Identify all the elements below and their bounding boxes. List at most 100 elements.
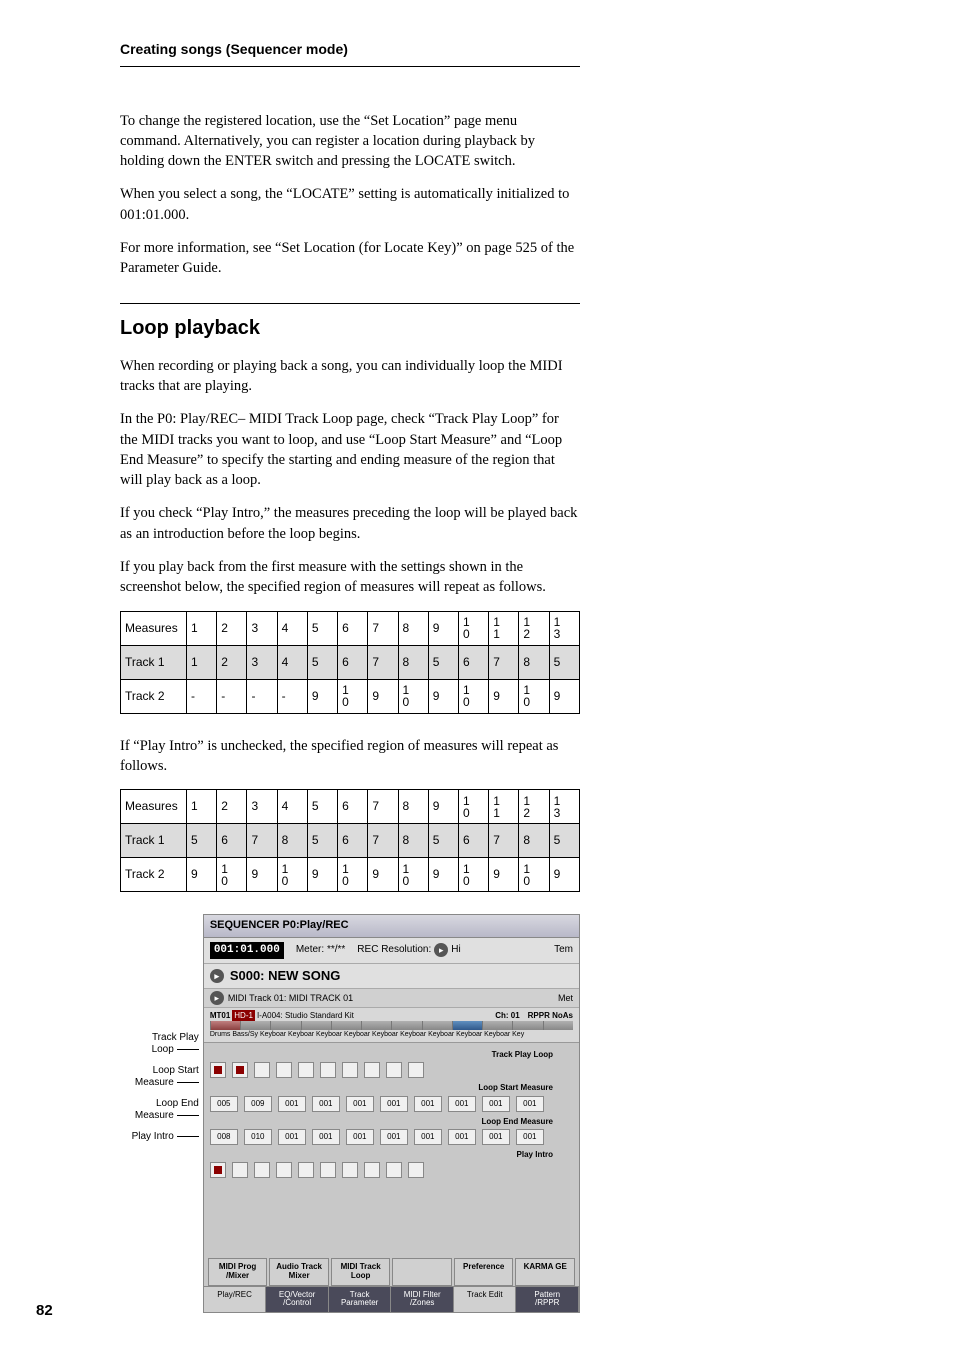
cell: 10: [458, 858, 488, 892]
cell: -: [247, 679, 277, 713]
cell: 5: [187, 824, 217, 858]
play-intro-row: [210, 1162, 573, 1178]
song-dropdown-icon[interactable]: ▸: [210, 969, 224, 983]
checkbox[interactable]: [254, 1062, 270, 1078]
value-field[interactable]: 001: [278, 1096, 306, 1112]
checkbox[interactable]: [408, 1062, 424, 1078]
checkbox[interactable]: [408, 1162, 424, 1178]
checkbox[interactable]: [232, 1062, 248, 1078]
cell: 2: [217, 790, 247, 824]
value-field[interactable]: 001: [346, 1096, 374, 1112]
value-field[interactable]: 001: [312, 1096, 340, 1112]
checkbox[interactable]: [320, 1062, 336, 1078]
callout-track-play-loop: Track Play Loop: [152, 1032, 199, 1055]
cell: 8: [398, 611, 428, 645]
cell: 8: [398, 645, 428, 679]
checkbox[interactable]: [298, 1162, 314, 1178]
tab[interactable]: MIDI Prog /Mixer: [208, 1258, 268, 1286]
tab[interactable]: Preference: [454, 1258, 514, 1286]
transport-bar: 001:01.000 Meter: **/** REC Resolution: …: [204, 938, 579, 964]
value-field[interactable]: 001: [312, 1129, 340, 1145]
checkbox[interactable]: [386, 1062, 402, 1078]
cell: 5: [428, 824, 458, 858]
value-field[interactable]: 001: [482, 1096, 510, 1112]
tab[interactable]: Track Edit: [454, 1287, 517, 1313]
song-name[interactable]: S000: NEW SONG: [230, 967, 341, 985]
cell: 6: [458, 645, 488, 679]
value-field[interactable]: 001: [516, 1129, 544, 1145]
value-field[interactable]: 010: [244, 1129, 272, 1145]
checkbox[interactable]: [342, 1062, 358, 1078]
tempo-label-truncated: Tem: [554, 943, 573, 957]
midi-track-label: MIDI Track 01: MIDI TRACK 01: [228, 992, 353, 1005]
tab[interactable]: Play/REC: [204, 1287, 267, 1313]
callout-loop-end-measure: Loop End Measure: [135, 1098, 199, 1121]
tab[interactable]: KARMA GE: [515, 1258, 575, 1286]
checkbox[interactable]: [364, 1062, 380, 1078]
cell: 6: [338, 790, 368, 824]
cell: 5: [307, 824, 337, 858]
section-label-play-intro: Play Intro: [210, 1149, 573, 1160]
value-field[interactable]: 001: [448, 1129, 476, 1145]
tab[interactable]: Track Parameter: [329, 1287, 392, 1313]
value-field[interactable]: 001: [448, 1096, 476, 1112]
checkbox[interactable]: [232, 1162, 248, 1178]
cell: 9: [549, 679, 579, 713]
cell: 2: [217, 611, 247, 645]
checkbox[interactable]: [210, 1062, 226, 1078]
checkbox[interactable]: [298, 1062, 314, 1078]
checkbox[interactable]: [386, 1162, 402, 1178]
cell: 9: [428, 790, 458, 824]
checkbox[interactable]: [320, 1162, 336, 1178]
value-field[interactable]: 009: [244, 1096, 272, 1112]
cell: 10: [398, 858, 428, 892]
sub-tab-row: MIDI Prog /MixerAudio Track MixerMIDI Tr…: [204, 1254, 579, 1286]
cell: 9: [368, 858, 398, 892]
cell: 3: [247, 645, 277, 679]
cell: 10: [338, 679, 368, 713]
value-field[interactable]: 001: [414, 1096, 442, 1112]
program-name: I-A004: Studio Standard Kit: [257, 1010, 354, 1021]
cell: 10: [217, 858, 247, 892]
tab[interactable]: Pattern /RPPR: [516, 1287, 579, 1313]
loop-start-row: 005 009 001 001 001 001 001 001 001 001: [210, 1096, 573, 1112]
loop-parameter-grid: Track Play Loop Loop Start Measure 00500…: [204, 1043, 579, 1254]
cell: 10: [458, 679, 488, 713]
callout-play-intro: Play Intro: [132, 1131, 199, 1143]
location-display[interactable]: 001:01.000: [210, 942, 284, 959]
checkbox[interactable]: [342, 1162, 358, 1178]
value-field[interactable]: 001: [380, 1096, 408, 1112]
callout-loop-start-measure: Loop Start Measure: [135, 1065, 199, 1088]
checkbox[interactable]: [210, 1162, 226, 1178]
track-dropdown-icon[interactable]: ▸: [210, 991, 224, 1005]
value-field[interactable]: 001: [516, 1096, 544, 1112]
body-paragraph: When recording or playing back a song, y…: [120, 356, 580, 397]
cell: 6: [458, 824, 488, 858]
tab[interactable]: MIDI Filter /Zones: [391, 1287, 454, 1313]
value-field[interactable]: 005: [210, 1096, 238, 1112]
checkbox[interactable]: [276, 1062, 292, 1078]
running-head: Creating songs (Sequencer mode): [120, 40, 580, 67]
cell: 5: [307, 645, 337, 679]
page-number: 82: [36, 1300, 53, 1321]
checkbox[interactable]: [276, 1162, 292, 1178]
body-paragraph: To change the registered location, use t…: [120, 111, 580, 172]
value-field[interactable]: 001: [346, 1129, 374, 1145]
cell: 8: [398, 790, 428, 824]
cell: 8: [398, 824, 428, 858]
checkbox[interactable]: [364, 1162, 380, 1178]
cell: 10: [277, 858, 307, 892]
value-field[interactable]: 001: [380, 1129, 408, 1145]
value-field[interactable]: 001: [414, 1129, 442, 1145]
tab[interactable]: MIDI Track Loop: [331, 1258, 391, 1286]
cell: 10: [519, 679, 549, 713]
value-field[interactable]: 001: [278, 1129, 306, 1145]
tab[interactable]: Audio Track Mixer: [269, 1258, 329, 1286]
value-field[interactable]: 008: [210, 1129, 238, 1145]
cell: 6: [338, 824, 368, 858]
value-field[interactable]: 001: [482, 1129, 510, 1145]
checkbox[interactable]: [254, 1162, 270, 1178]
tab[interactable]: EQ/Vector /Control: [266, 1287, 329, 1313]
screenshot-figure: Track Play Loop Loop Start Measure Loop …: [120, 914, 580, 1313]
rec-resolution-dropdown-icon[interactable]: ▸: [434, 943, 448, 957]
